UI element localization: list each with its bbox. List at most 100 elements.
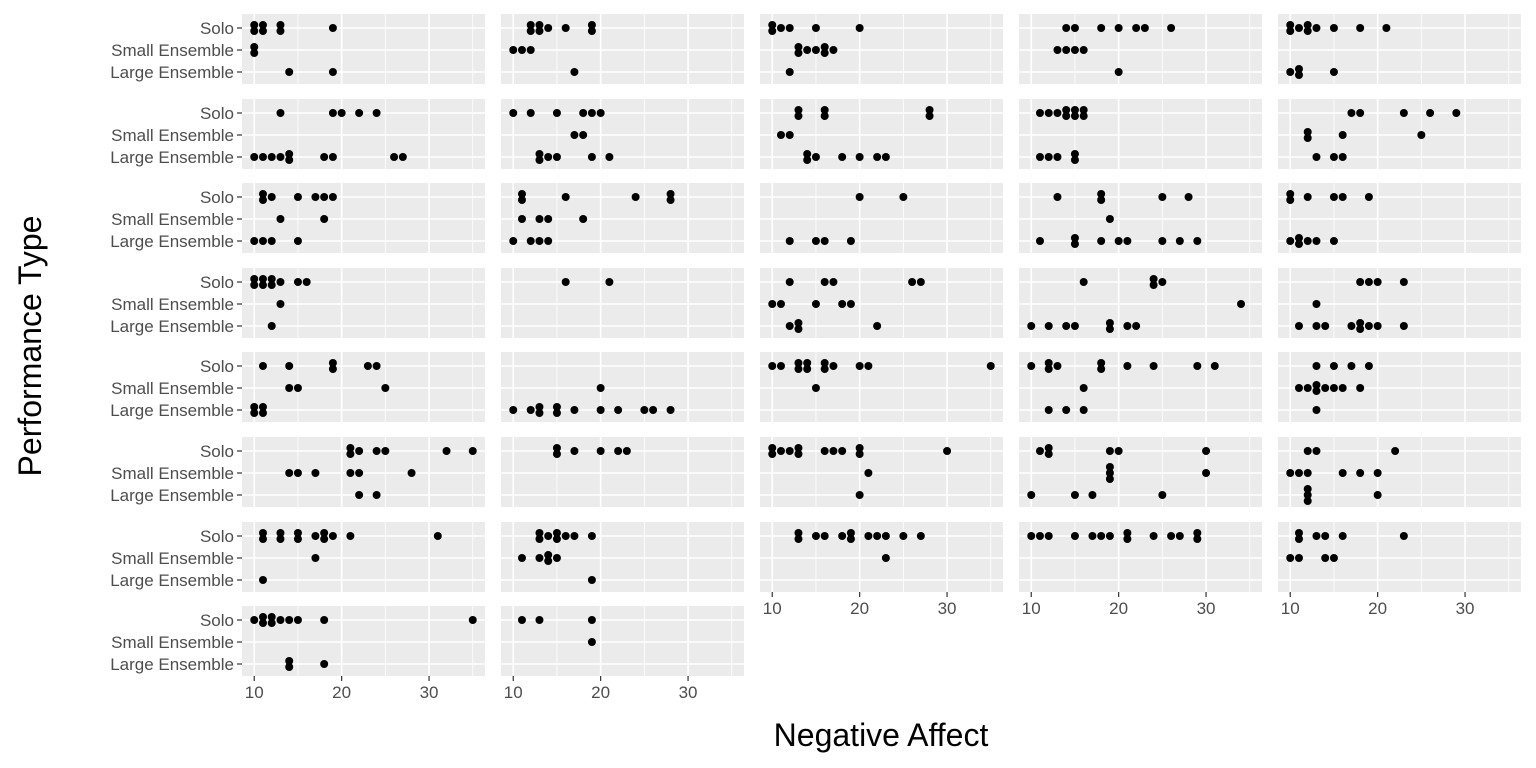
data-point	[1312, 24, 1321, 32]
data-point	[535, 535, 544, 543]
data-point	[1312, 387, 1321, 395]
data-point	[1303, 491, 1312, 499]
data-point	[1373, 322, 1382, 330]
data-point	[285, 657, 294, 665]
data-point	[544, 215, 553, 223]
data-point	[250, 21, 259, 29]
data-point	[328, 532, 337, 540]
data-point	[899, 532, 908, 540]
y-tick-label: Small Ensemble	[111, 126, 234, 145]
data-point	[561, 532, 570, 540]
data-point	[276, 278, 285, 286]
data-point	[855, 362, 864, 370]
data-point	[1044, 109, 1053, 117]
data-point	[398, 153, 407, 161]
data-point	[1356, 109, 1365, 117]
data-point	[1053, 193, 1062, 201]
data-point	[1044, 450, 1053, 458]
data-point	[1286, 27, 1295, 35]
data-point	[1294, 234, 1303, 242]
data-point	[311, 554, 320, 562]
data-point	[1286, 21, 1295, 29]
y-tick-label: Small Ensemble	[111, 464, 234, 483]
data-point	[311, 193, 320, 201]
data-point	[1312, 381, 1321, 389]
data-point	[552, 403, 561, 411]
data-point	[1364, 278, 1373, 286]
facet-panel	[501, 183, 744, 253]
data-point	[1303, 384, 1312, 392]
data-point	[1097, 190, 1106, 198]
x-tick-label: 30	[1456, 599, 1475, 618]
data-point	[1202, 447, 1211, 455]
data-point	[250, 43, 259, 51]
data-point	[1132, 24, 1141, 32]
data-point	[1070, 156, 1079, 164]
panel-background	[1019, 437, 1262, 507]
panel-background	[242, 606, 485, 676]
data-point	[1105, 469, 1114, 477]
data-point	[552, 450, 561, 458]
data-point	[1193, 529, 1202, 537]
facet-panel	[237, 268, 485, 338]
y-tick-label: Small Ensemble	[111, 549, 234, 568]
data-point	[1079, 384, 1088, 392]
data-point	[381, 384, 390, 392]
data-point	[258, 529, 267, 537]
data-point	[1294, 535, 1303, 543]
data-point	[785, 68, 794, 76]
data-point	[258, 21, 267, 29]
data-point	[666, 196, 675, 204]
data-point	[1364, 322, 1373, 330]
data-point	[1070, 150, 1079, 158]
data-point	[337, 109, 346, 117]
data-point	[811, 384, 820, 392]
facet-panel	[501, 437, 744, 507]
data-point	[986, 362, 995, 370]
data-point	[311, 532, 320, 540]
data-point	[855, 193, 864, 201]
data-point	[570, 131, 579, 139]
data-point	[517, 46, 526, 54]
data-point	[1364, 362, 1373, 370]
data-point	[587, 616, 596, 624]
data-point	[768, 362, 777, 370]
data-point	[1338, 469, 1347, 477]
data-point	[570, 447, 579, 455]
data-point	[468, 616, 477, 624]
data-point	[1294, 384, 1303, 392]
data-point	[1356, 278, 1365, 286]
facet-panel	[501, 14, 744, 84]
data-point	[1167, 532, 1176, 540]
data-point	[381, 447, 390, 455]
data-point	[285, 68, 294, 76]
y-tick-label: Solo	[200, 19, 234, 38]
data-point	[1070, 240, 1079, 248]
data-point	[768, 27, 777, 35]
data-point	[829, 447, 838, 455]
data-point	[1079, 278, 1088, 286]
data-point	[1079, 112, 1088, 120]
data-point	[276, 616, 285, 624]
data-point	[328, 359, 337, 367]
data-point	[1329, 68, 1338, 76]
data-point	[776, 447, 785, 455]
data-point	[328, 365, 337, 373]
data-point	[526, 27, 535, 35]
facet-panel	[1278, 352, 1521, 422]
data-point	[768, 450, 777, 458]
data-point	[320, 193, 329, 201]
data-point	[293, 529, 302, 537]
data-point	[293, 278, 302, 286]
data-point	[276, 109, 285, 117]
facet-panel	[1019, 352, 1262, 422]
data-point	[803, 46, 812, 54]
facet-panel	[760, 183, 1003, 253]
data-point	[320, 529, 329, 537]
y-tick-label: Large Ensemble	[110, 401, 234, 420]
data-point	[811, 46, 820, 54]
data-point	[1123, 322, 1132, 330]
data-point	[293, 237, 302, 245]
